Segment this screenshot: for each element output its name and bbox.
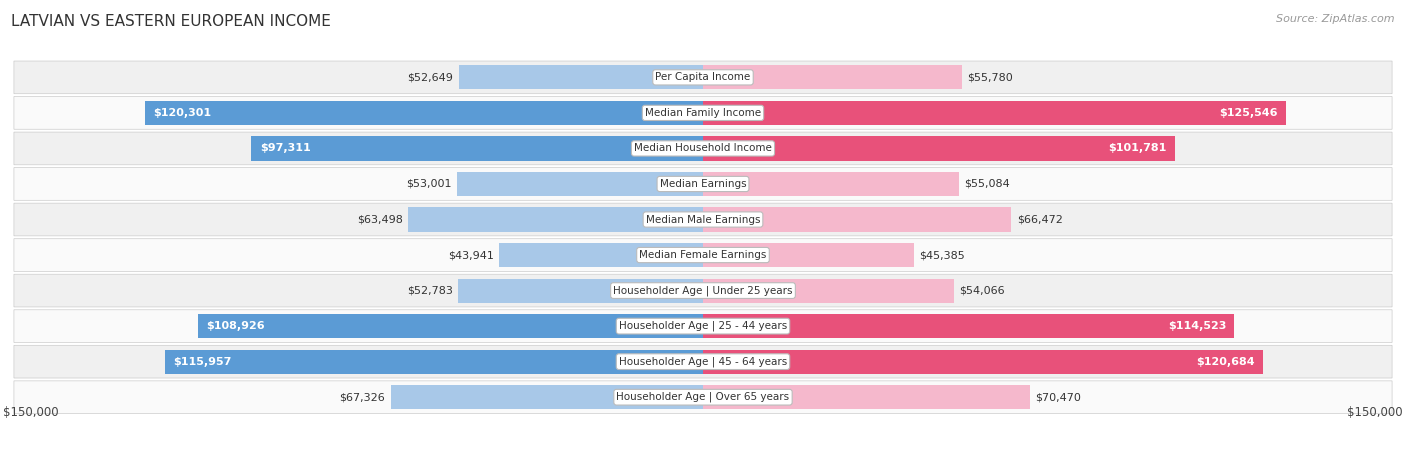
FancyBboxPatch shape bbox=[14, 61, 1392, 94]
Text: $52,649: $52,649 bbox=[408, 72, 453, 82]
Text: Householder Age | 25 - 44 years: Householder Age | 25 - 44 years bbox=[619, 321, 787, 332]
Text: $150,000: $150,000 bbox=[1347, 406, 1403, 419]
Bar bbox=[499, 243, 703, 267]
FancyBboxPatch shape bbox=[14, 345, 1392, 378]
Text: Per Capita Income: Per Capita Income bbox=[655, 72, 751, 82]
FancyBboxPatch shape bbox=[14, 310, 1392, 342]
Bar bbox=[457, 172, 703, 196]
Bar bbox=[391, 385, 703, 409]
Text: Householder Age | Over 65 years: Householder Age | Over 65 years bbox=[616, 392, 790, 403]
Bar bbox=[703, 278, 953, 303]
Text: Median Female Earnings: Median Female Earnings bbox=[640, 250, 766, 260]
Text: $101,781: $101,781 bbox=[1108, 143, 1167, 154]
Text: $120,301: $120,301 bbox=[153, 108, 211, 118]
Text: $114,523: $114,523 bbox=[1168, 321, 1226, 331]
Text: $70,470: $70,470 bbox=[1036, 392, 1081, 402]
FancyBboxPatch shape bbox=[14, 203, 1392, 236]
Text: $97,311: $97,311 bbox=[260, 143, 311, 154]
Text: Median Male Earnings: Median Male Earnings bbox=[645, 214, 761, 225]
Bar bbox=[165, 350, 703, 374]
FancyBboxPatch shape bbox=[14, 274, 1392, 307]
Text: $52,783: $52,783 bbox=[406, 286, 453, 296]
Bar bbox=[458, 278, 703, 303]
Bar bbox=[252, 136, 703, 161]
Text: Median Earnings: Median Earnings bbox=[659, 179, 747, 189]
FancyBboxPatch shape bbox=[14, 381, 1392, 414]
Bar bbox=[703, 172, 959, 196]
FancyBboxPatch shape bbox=[14, 132, 1392, 165]
Text: $55,084: $55,084 bbox=[965, 179, 1010, 189]
Bar bbox=[408, 207, 703, 232]
Bar bbox=[703, 207, 1011, 232]
Text: $45,385: $45,385 bbox=[920, 250, 965, 260]
Bar bbox=[703, 136, 1175, 161]
Text: LATVIAN VS EASTERN EUROPEAN INCOME: LATVIAN VS EASTERN EUROPEAN INCOME bbox=[11, 14, 332, 29]
Bar bbox=[458, 65, 703, 90]
Text: $63,498: $63,498 bbox=[357, 214, 402, 225]
Text: $115,957: $115,957 bbox=[173, 357, 232, 367]
Legend: Latvian, Eastern European: Latvian, Eastern European bbox=[588, 464, 818, 467]
Bar bbox=[703, 350, 1263, 374]
FancyBboxPatch shape bbox=[14, 97, 1392, 129]
Text: $55,780: $55,780 bbox=[967, 72, 1014, 82]
Bar bbox=[703, 385, 1031, 409]
Text: Householder Age | 45 - 64 years: Householder Age | 45 - 64 years bbox=[619, 356, 787, 367]
Text: Median Family Income: Median Family Income bbox=[645, 108, 761, 118]
Text: $125,546: $125,546 bbox=[1219, 108, 1277, 118]
Text: $120,684: $120,684 bbox=[1197, 357, 1254, 367]
Text: $54,066: $54,066 bbox=[959, 286, 1005, 296]
Bar bbox=[703, 101, 1285, 125]
Text: Median Household Income: Median Household Income bbox=[634, 143, 772, 154]
Bar bbox=[198, 314, 703, 338]
Text: $66,472: $66,472 bbox=[1017, 214, 1063, 225]
Bar bbox=[145, 101, 703, 125]
Text: $67,326: $67,326 bbox=[339, 392, 385, 402]
Bar bbox=[703, 314, 1234, 338]
Text: $43,941: $43,941 bbox=[447, 250, 494, 260]
Text: $150,000: $150,000 bbox=[3, 406, 59, 419]
Text: $108,926: $108,926 bbox=[205, 321, 264, 331]
FancyBboxPatch shape bbox=[14, 239, 1392, 271]
Bar bbox=[703, 243, 914, 267]
Text: $53,001: $53,001 bbox=[406, 179, 451, 189]
Bar bbox=[703, 65, 962, 90]
FancyBboxPatch shape bbox=[14, 168, 1392, 200]
Text: Householder Age | Under 25 years: Householder Age | Under 25 years bbox=[613, 285, 793, 296]
Text: Source: ZipAtlas.com: Source: ZipAtlas.com bbox=[1277, 14, 1395, 24]
